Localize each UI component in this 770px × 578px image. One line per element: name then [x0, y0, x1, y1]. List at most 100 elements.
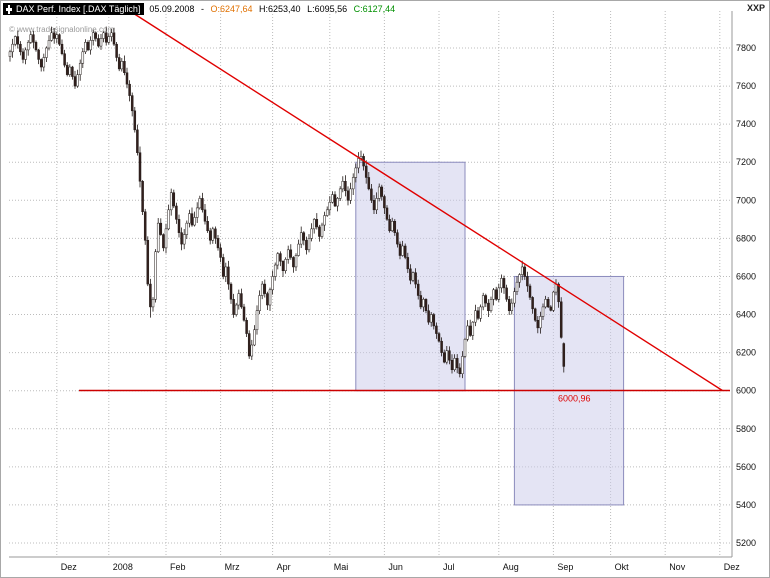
candle-body: [312, 219, 316, 230]
candle-body: [120, 61, 124, 70]
candle-body: [260, 283, 264, 296]
candle-body: [562, 343, 566, 367]
candle-body: [84, 42, 87, 53]
candle-body: [479, 306, 482, 319]
candle-body: [55, 34, 59, 39]
candle-body: [146, 240, 150, 285]
candle-body: [175, 205, 178, 220]
candle-body: [11, 43, 14, 53]
candle-body: [125, 72, 129, 85]
candle-body: [396, 232, 399, 245]
x-axis-label: Okt: [615, 562, 630, 572]
candlesticks: [8, 26, 566, 379]
candle-body: [336, 198, 339, 207]
candle-body: [559, 301, 563, 338]
candlestick-icon: [5, 4, 13, 14]
candle-body: [458, 367, 462, 374]
y-axis-label: 7000: [736, 195, 756, 205]
candle-body: [442, 352, 446, 363]
candle-body: [143, 211, 147, 241]
candle-body: [271, 276, 274, 291]
candle-body: [351, 177, 355, 190]
x-axis-label: Jun: [388, 562, 403, 572]
candle-body: [8, 51, 12, 57]
candle-body: [325, 209, 329, 216]
candle-body: [445, 350, 449, 363]
y-axis-label: 6000: [736, 386, 756, 396]
candle-body: [372, 200, 376, 211]
candle-body: [318, 226, 321, 237]
x-axis-label: Mrz: [225, 562, 240, 572]
candle-body: [305, 240, 308, 251]
candle-body: [341, 181, 345, 190]
candle-body: [21, 51, 25, 60]
candle-body: [58, 34, 61, 45]
candle-body: [422, 299, 425, 308]
y-axis-label: 7400: [736, 119, 756, 129]
candle-body: [182, 234, 186, 245]
candle-body: [211, 228, 215, 241]
candle-body: [375, 198, 378, 211]
trendline[interactable]: [129, 10, 723, 392]
candle-body: [180, 232, 183, 245]
candle-body: [154, 251, 157, 300]
candle-body: [546, 299, 550, 308]
candle-body: [110, 32, 113, 37]
candle-body: [240, 293, 243, 308]
candle-body: [42, 57, 46, 68]
candle-body: [24, 49, 27, 60]
candle-body: [73, 76, 77, 87]
candle-body: [520, 266, 524, 275]
candle-body: [177, 219, 181, 233]
candle-body: [107, 36, 111, 43]
candle-body: [487, 302, 490, 311]
candle-body: [268, 289, 272, 306]
candle-body: [346, 190, 350, 201]
candle-body: [416, 283, 420, 296]
candle-body: [450, 359, 454, 371]
candle-body: [13, 36, 17, 45]
candle-body: [117, 57, 121, 70]
candle-body: [453, 358, 456, 371]
instrument-name: DAX Perf. Index [.DAX Täglich]: [16, 4, 141, 14]
candle-body: [424, 299, 428, 311]
candle-body: [364, 165, 368, 178]
candle-body: [474, 310, 477, 323]
candle-body: [229, 283, 233, 300]
candle-body: [78, 62, 82, 75]
x-axis-label: Sep: [557, 562, 573, 572]
candle-body: [195, 207, 199, 218]
support-line-label: 6000,96: [558, 394, 591, 404]
candle-body: [299, 232, 303, 245]
candle-body: [297, 243, 300, 256]
candle-body: [471, 321, 475, 336]
candle-body: [281, 260, 285, 272]
y-axis-label: 5800: [736, 424, 756, 434]
candle-body: [502, 278, 506, 289]
quote-open: O:6247,64: [210, 4, 253, 14]
candle-body: [279, 253, 282, 262]
candle-body: [414, 272, 417, 285]
candle-body: [432, 314, 436, 327]
candle-body: [481, 295, 485, 308]
candle-body: [237, 293, 241, 306]
candle-body: [489, 299, 493, 311]
candle-body: [310, 228, 313, 239]
candle-body: [331, 194, 334, 203]
instrument-button[interactable]: DAX Perf. Index [.DAX Täglich]: [3, 3, 145, 15]
candle-body: [234, 304, 238, 315]
candle-body: [76, 74, 79, 87]
candle-body: [193, 217, 196, 226]
candle-body: [523, 266, 527, 277]
candle-body: [531, 297, 534, 310]
x-axis-label: Mai: [334, 562, 349, 572]
y-axis-label: 6800: [736, 233, 756, 243]
candle-body: [45, 47, 48, 58]
candle-body: [526, 276, 529, 287]
candle-body: [307, 238, 311, 251]
candle-body: [172, 192, 176, 207]
candle-body: [383, 196, 386, 209]
candle-body: [338, 188, 342, 199]
